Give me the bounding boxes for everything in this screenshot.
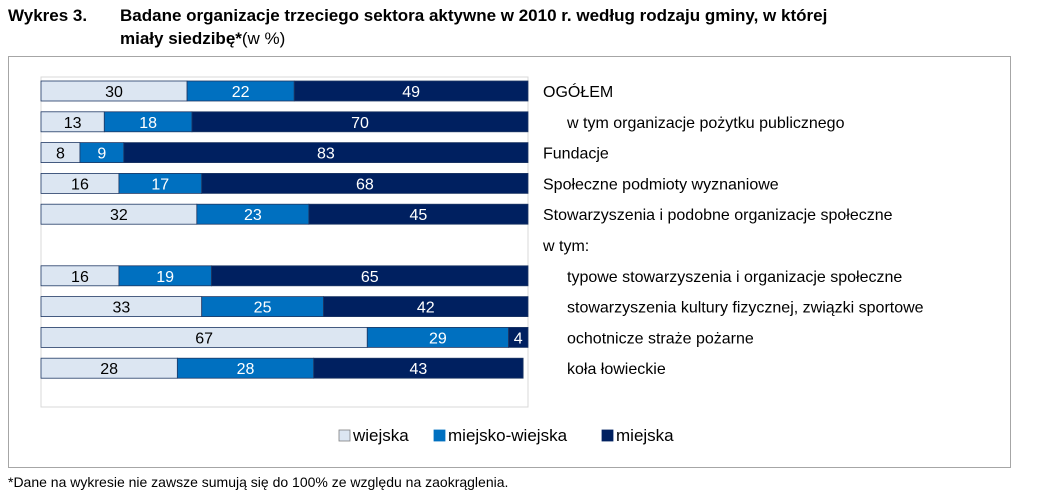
chart-title-line2: miały siedzibę* [120, 29, 242, 48]
category-label: w tym: [542, 238, 589, 255]
chart-frame: OGÓŁEM 30 22 49 w tym organizacje pożytku pu… [8, 56, 1011, 468]
legend-swatch-wiejska [338, 429, 351, 442]
bar-segment-miejska [508, 326, 529, 348]
category-label: ochotnicze straże pożarne [567, 330, 754, 347]
data-label: 17 [151, 176, 169, 193]
data-label: 22 [232, 84, 250, 101]
legend-swatch-miejsko-wiejska [433, 429, 446, 442]
bar-segment-miejska [293, 80, 529, 102]
chart-number: Wykres 3. [8, 6, 88, 25]
category-label: w tym organizacje pożytku publicznego [566, 115, 845, 132]
legend-swatch-miejska [601, 429, 614, 442]
data-label: 45 [410, 207, 428, 224]
bar-segment-miejska [323, 296, 529, 318]
data-label: 30 [105, 84, 123, 101]
data-label: 28 [100, 361, 118, 378]
bar-segment-miejska [308, 203, 529, 225]
data-label: 4 [514, 330, 523, 347]
data-label: 19 [156, 269, 174, 286]
chart-title-unit: (w %) [241, 29, 286, 48]
bar-segment-miejska [313, 357, 524, 379]
data-label: 23 [244, 207, 262, 224]
data-label: 29 [429, 330, 447, 347]
data-label: 68 [356, 176, 374, 193]
data-label: 65 [361, 269, 379, 286]
data-label: 67 [195, 330, 213, 347]
data-label: 25 [254, 300, 272, 317]
data-label: 49 [402, 84, 420, 101]
category-label: Stowarzyszenia i podobne organizacje spo… [543, 207, 893, 224]
data-label: 28 [237, 361, 255, 378]
chart-title: Wykres 3. Badane organizacje trzeciego se… [8, 4, 1028, 50]
chart-title-line1: Badane organizacje trzeciego sektora akt… [120, 6, 828, 25]
bar-segment-miejska [191, 111, 529, 133]
data-label: 13 [64, 115, 82, 132]
data-label: 8 [56, 146, 65, 163]
category-label: typowe stowarzyszenia i organizacje społ… [567, 269, 902, 286]
footnote: *Dane na wykresie nie zawsze sumują się … [8, 474, 509, 490]
bar-segment-miejska [211, 265, 529, 287]
data-label: 42 [417, 300, 435, 317]
data-label: 16 [71, 269, 89, 286]
data-label: 9 [97, 146, 106, 163]
category-label: OGÓŁEM [543, 82, 613, 101]
data-label: 18 [139, 115, 157, 132]
data-label: 32 [110, 207, 128, 224]
category-label: stowarzyszenia kultury fizycznej, związk… [567, 300, 924, 317]
data-label: 83 [317, 146, 335, 163]
legend-entry: miejska [616, 426, 674, 445]
data-label: 33 [112, 300, 130, 317]
data-label: 70 [351, 115, 369, 132]
category-label: koła łowieckie [567, 361, 666, 378]
legend-entry: wiejska [352, 426, 409, 445]
bar-segment-miejska [123, 142, 529, 163]
bar-segment-miejska [201, 173, 529, 194]
data-label: 16 [71, 176, 89, 193]
category-label: Społeczne podmioty wyznaniowe [543, 176, 779, 193]
category-label: Fundacje [543, 146, 609, 163]
data-label: 43 [410, 361, 428, 378]
legend-entry: miejsko-wiejska [448, 426, 568, 445]
